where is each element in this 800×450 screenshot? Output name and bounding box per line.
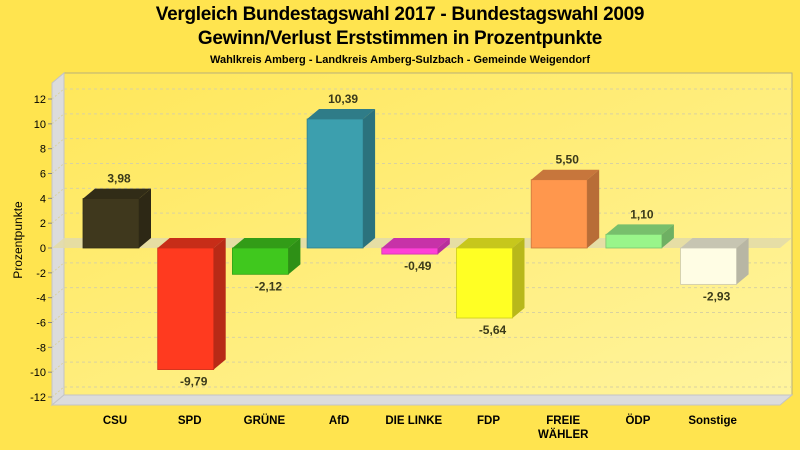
chart-subtitle: Gewinn/Verlust Erststimmen in Prozentpun… <box>197 28 603 49</box>
bar-front <box>231 247 289 275</box>
y-tick-label: -8 <box>36 342 46 354</box>
x-tick-label: FREIE <box>546 415 580 427</box>
y-tick-label: 12 <box>34 94 46 106</box>
y-tick-label: 8 <box>40 144 46 156</box>
gridline-side <box>51 386 65 398</box>
data-label: -9,79 <box>180 375 208 389</box>
bar-ödp <box>605 224 674 249</box>
gridline-side <box>51 212 65 224</box>
bar-side <box>512 238 525 319</box>
bars: 3,98 -9,79 -2,12 10,39 -0,49 -5,64 5,50 1,10 -2,… <box>82 92 749 389</box>
bar-front <box>306 118 364 249</box>
y-axis-title: Prozentpunkte <box>11 201 25 279</box>
y-tick-label: -2 <box>36 268 46 280</box>
floor <box>50 394 794 406</box>
data-label: 3,98 <box>107 172 131 186</box>
gridline-side <box>51 187 65 199</box>
bar-side <box>213 238 226 370</box>
chart-region-subtitle: Wahlkreis Amberg - Landkreis Amberg-Sulz… <box>210 54 590 66</box>
bar-front <box>82 198 140 249</box>
bar-sonstige <box>680 238 749 285</box>
gridline-side <box>51 88 65 100</box>
y-tick-label: 6 <box>40 169 46 181</box>
gridline-side <box>51 336 65 348</box>
gridline-side <box>51 287 65 299</box>
bar-top <box>157 238 226 248</box>
bar-top <box>605 224 674 235</box>
y-tick-label: 4 <box>40 193 46 205</box>
y-tick-label: -4 <box>36 293 46 305</box>
gridline-side <box>51 361 65 373</box>
bar-side <box>288 238 301 275</box>
data-label: -0,49 <box>404 259 432 273</box>
y-axis: 12 10 8 6 4 2 0 -2 -4 -6 -8 -10 -12 <box>30 94 52 404</box>
data-label: 5,50 <box>556 153 580 167</box>
bar-front <box>157 247 215 370</box>
gridline-side <box>51 113 65 125</box>
x-tick-label: AfD <box>329 415 349 427</box>
y-tick-label: -10 <box>30 367 46 379</box>
left-wall <box>51 71 65 407</box>
data-label: -2,93 <box>703 289 731 303</box>
y-tick-label: 10 <box>34 119 46 131</box>
bar-spd <box>157 238 226 370</box>
x-tick-label: SPD <box>178 415 202 427</box>
bar-front <box>456 247 513 319</box>
bar-side <box>587 169 600 248</box>
bar-top <box>456 238 525 248</box>
bar-front <box>680 247 737 285</box>
x-tick-label: FDP <box>477 415 500 427</box>
bar-side <box>661 224 674 248</box>
data-label: 1,10 <box>630 207 654 221</box>
x-tick-label: Sonstige <box>688 415 737 427</box>
bar-top <box>680 238 749 248</box>
bar-top <box>307 108 376 119</box>
bar-top <box>381 238 450 248</box>
x-tick-label: CSU <box>103 415 127 427</box>
bar-csu <box>82 188 151 249</box>
bar-top <box>531 169 600 180</box>
y-tick-label: -12 <box>30 392 46 404</box>
data-label: -5,64 <box>479 323 507 337</box>
bar-front <box>530 179 588 249</box>
y-tick-label: 2 <box>40 218 46 230</box>
gridline-side <box>51 163 65 174</box>
x-tick-label: WÄHLER <box>538 428 589 441</box>
bar-freie-wähler <box>530 169 600 249</box>
bar-side <box>736 238 749 285</box>
bar-front <box>381 247 439 255</box>
bar-side <box>139 188 151 248</box>
chart-title: Vergleich Bundestagswahl 2017 - Bundesta… <box>155 4 645 25</box>
bar-side <box>363 108 376 248</box>
bar-top <box>83 188 151 199</box>
x-tick-label: ÖDP <box>625 414 650 427</box>
bar-top <box>232 238 301 248</box>
y-tick-label: -6 <box>36 318 46 330</box>
gridline-side <box>51 312 65 323</box>
bar-side <box>437 238 450 255</box>
x-tick-label: DIE LINKE <box>385 415 442 427</box>
data-label: 10,39 <box>328 92 358 106</box>
data-label: -2,12 <box>255 279 283 293</box>
bar-die linke <box>381 238 450 255</box>
x-tick-label: GRÜNE <box>244 414 286 427</box>
gridline-side <box>51 262 65 274</box>
bar-afd <box>306 108 376 249</box>
bar-fdp <box>456 238 525 319</box>
y-tick-label: 0 <box>40 243 46 255</box>
bar-grüne <box>231 238 301 275</box>
bar-front <box>605 233 663 249</box>
gridline-side <box>51 138 65 150</box>
